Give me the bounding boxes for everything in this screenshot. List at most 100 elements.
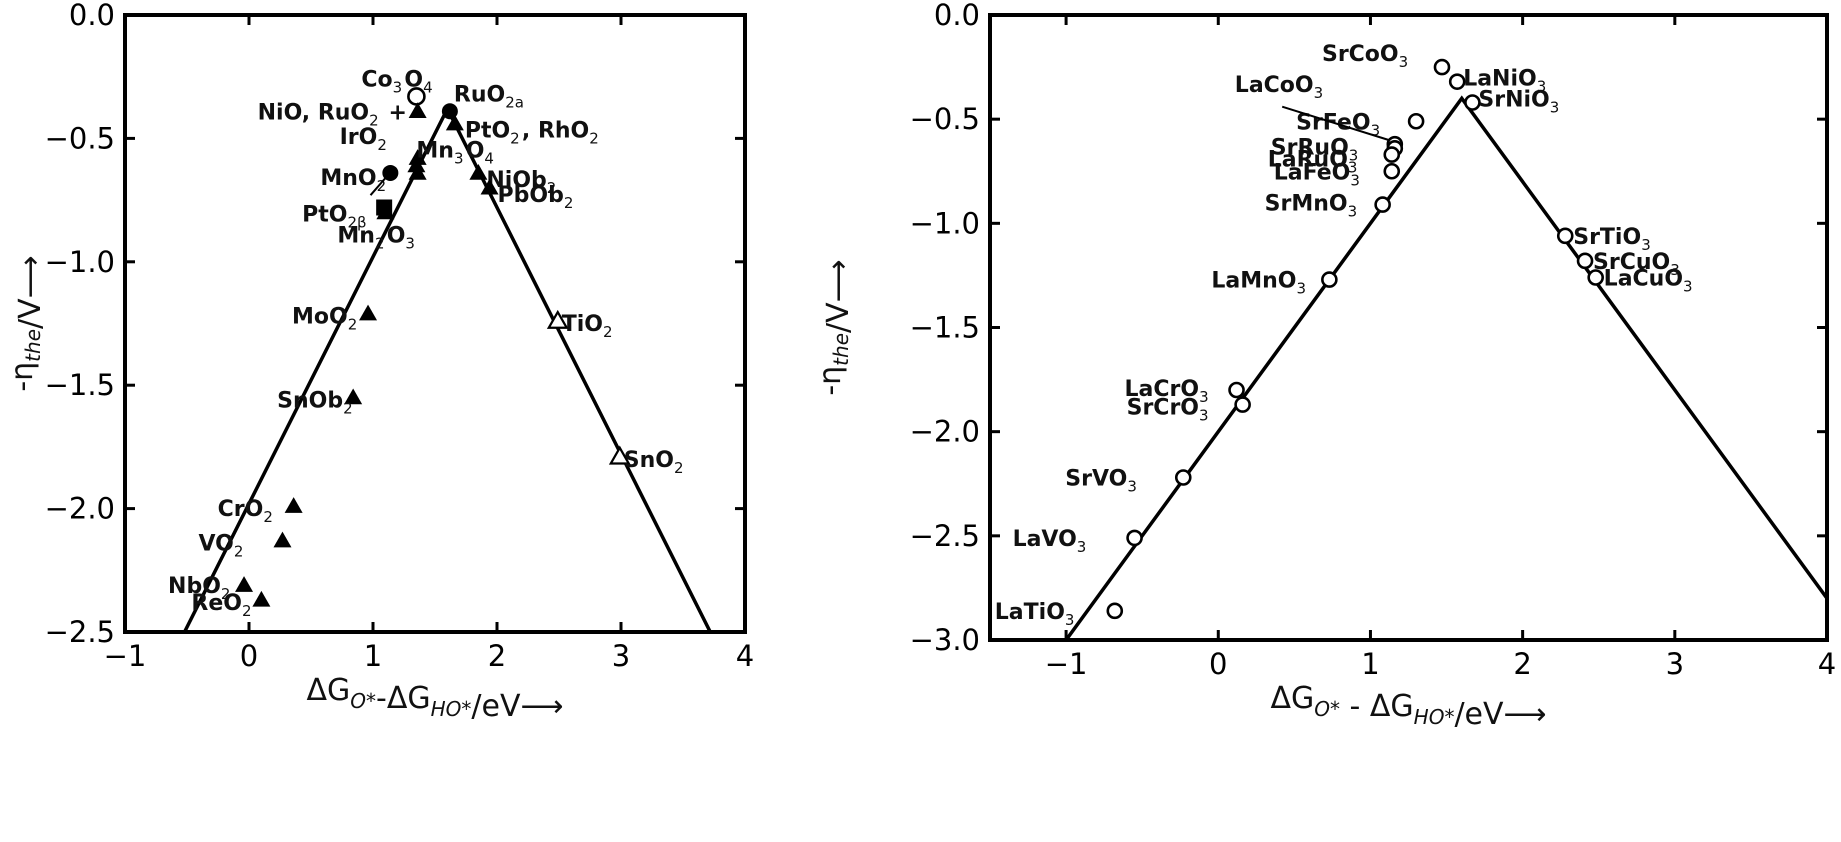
data-point-label: SrCoO3 [1322,42,1410,71]
data-point-label: PtO2β [302,203,369,232]
x-tick-label: 1 [364,639,382,673]
x-tick-label: 0 [240,639,258,673]
data-point-label: SnO2 [624,448,686,477]
y-tick-label: −1.0 [910,206,980,240]
y-tick-label: −1.5 [910,311,980,345]
data-point-label: Co3 O4 [361,67,434,96]
data-point-label: Mn2 O3 [337,223,417,252]
x-tick-label: 3 [1666,647,1684,681]
data-point [1407,112,1425,130]
data-point-label: SrNiO3 [1478,88,1561,117]
data-point [408,163,427,180]
data-point-label: LaTiO3 [995,600,1077,629]
data-point [1174,469,1192,486]
y-tick-label: 0.0 [69,0,115,32]
leader-line [369,176,388,196]
data-point [1433,58,1451,76]
y-tick-label: −2.5 [910,519,980,553]
data-point-label: LaVO3 [1013,527,1089,556]
x-axis-label: ΔGO* - ΔGHO*/eV⟶ [1270,681,1546,732]
data-point-label: NiO, RuO2 + [258,100,407,129]
x-tick-label: 4 [736,639,754,673]
data-point [1556,227,1574,245]
data-point [235,576,254,592]
data-point-label: Mn3 O4 [416,139,496,168]
data-point-label: LaCoO3 [1235,73,1326,102]
y-axis-label: -ηthe/V⟶ [813,259,856,395]
data-point-label: NbO2 [168,574,233,603]
data-point [1383,146,1401,163]
data-point [1448,73,1466,90]
volcano-line [182,104,712,632]
data-point-label: ReO2 [191,591,253,620]
y-tick-label: −2.0 [910,415,980,449]
y-axis-label: -ηthe/V⟶ [5,255,48,391]
data-point-label: RuO2a [454,82,526,111]
data-point-label: VO2 [198,532,245,561]
right-volcano-panel: SrCoO3 LaNiO3 SrNiO3 LaCoO3 SrFeO3 SrRuO… [813,0,1836,732]
data-point [480,178,499,195]
data-point [1576,252,1594,270]
plot-frame [123,13,747,634]
data-point-label: SrRuO3 [1271,135,1361,164]
data-point-label: LaRuO3 [1268,148,1360,177]
data-point-label: SrCrO3 [1127,396,1211,425]
data-point-label: SrTiO3 [1573,225,1653,254]
data-point [441,103,458,120]
left-volcano-panel: Co3 O4 NiO, RuO2 + RuO2a PtO2 , RhO2 IrO2… [5,0,754,724]
data-point-label: IrO2 [340,125,390,154]
data-point [408,149,427,165]
data-point [608,445,631,465]
data-point [408,102,427,119]
x-tick-label: 2 [488,639,506,673]
y-tick-label: 0.0 [934,0,980,32]
data-point [1464,94,1481,111]
data-point-label: LaFeO3 [1274,160,1362,189]
data-point-label: PtO2 , RhO2 [465,119,601,148]
x-tick-label: 1 [1361,647,1379,681]
data-point-label: MoO2 [292,305,359,334]
data-point [1321,271,1338,288]
y-tick-label: −3.0 [910,623,980,657]
x-tick-label: 2 [1513,647,1531,681]
data-point [273,531,292,548]
data-point-label: MnO2 [320,166,388,195]
data-point-label: LaNiO3 [1463,67,1548,96]
y-tick-label: −1.5 [45,368,115,402]
y-tick-label: −2.0 [45,492,115,526]
x-tick-label: 3 [612,639,630,673]
data-point-label: TiO2 [562,312,615,341]
volcano-line [1064,95,1827,640]
x-axis-label: ΔGO*-ΔGHO*/eV⟶ [306,673,563,724]
plot-frame [988,13,1829,642]
data-point [252,590,271,607]
data-point-label: PbOb2 [498,183,576,212]
data-point [1374,196,1391,213]
leader-line [1281,105,1390,141]
data-point-label: LaMnO3 [1211,269,1308,298]
x-tick-label: 4 [1818,647,1836,681]
data-point-label: SrVO3 [1065,467,1139,496]
data-point-label: SrMnO3 [1265,192,1360,221]
data-point [1234,396,1251,413]
data-point [344,388,363,405]
data-point [359,304,378,321]
data-point [1587,269,1604,286]
x-tick-label: −1 [1045,647,1088,681]
y-tick-label: −0.5 [45,121,115,155]
data-point-label: SnOb2 [277,389,355,418]
data-point-label: NiOb2 [486,168,558,197]
data-point [469,163,488,180]
data-point-label: LaCuO3 [1604,267,1695,296]
y-tick-label: −1.0 [45,245,115,279]
data-point-label: CrO2 [218,497,275,526]
x-tick-label: 0 [1209,647,1227,681]
data-point [445,114,464,131]
data-point [1383,162,1401,180]
data-point [376,203,395,220]
data-point [1126,529,1143,547]
data-point [407,156,426,173]
data-point [1228,381,1245,399]
